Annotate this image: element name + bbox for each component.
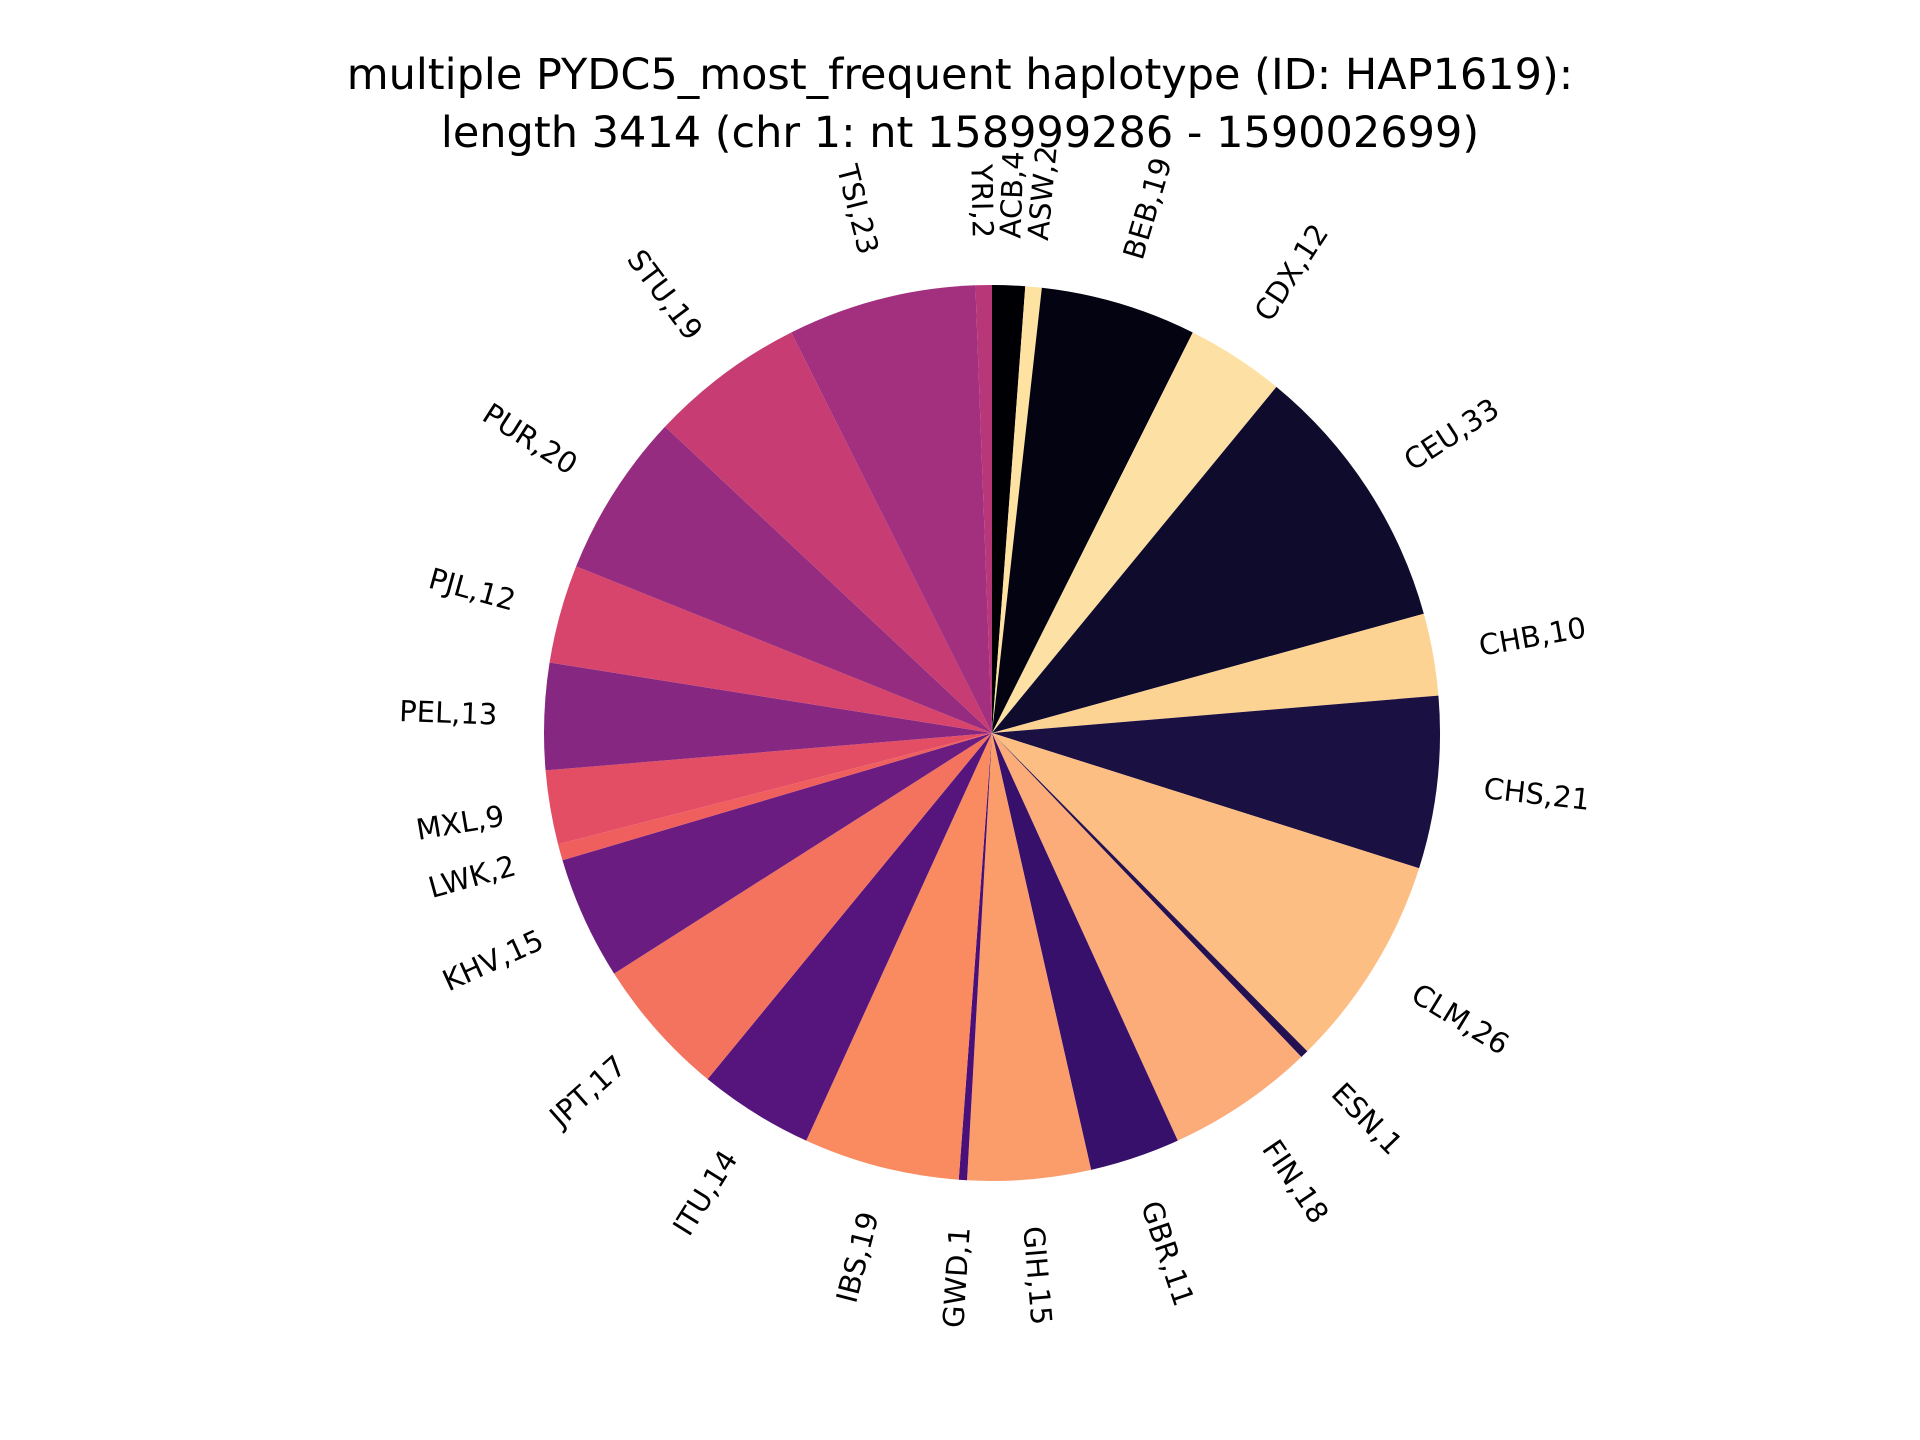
chart-title: multiple PYDC5_most_frequent haplotype (…: [0, 46, 1920, 162]
slice-label-clm: CLM,26: [1406, 977, 1516, 1062]
pie-slice-stu: [665, 332, 992, 733]
pie-slice-pjl: [549, 566, 992, 733]
pie-slice-clm: [992, 733, 1420, 1052]
slice-label-pur: PUR,20: [477, 396, 584, 481]
slice-label-pjl: PJL,12: [425, 561, 519, 617]
slice-label-fin: FIN,18: [1255, 1133, 1335, 1229]
slice-label-ibs: IBS,19: [830, 1208, 886, 1306]
slice-label-cdx: CDX,12: [1247, 218, 1335, 328]
slice-label-khv: KHV,15: [437, 923, 548, 998]
pie-slices: [544, 285, 1440, 1181]
pie-slice-esn: [992, 733, 1308, 1058]
chart-title-line-2: length 3414 (chr 1: nt 158999286 - 15900…: [440, 108, 1480, 158]
pie-slice-gwd: [958, 733, 992, 1181]
pie-slice-chb: [992, 613, 1439, 733]
slice-label-mxl: MXL,9: [414, 799, 507, 847]
chart-title-line-1: multiple PYDC5_most_frequent haplotype (…: [346, 50, 1574, 100]
slice-label-gbr: GBR,11: [1134, 1197, 1201, 1311]
slice-label-chs: CHS,21: [1482, 771, 1592, 817]
pie-slice-asw: [992, 286, 1042, 733]
pie-slice-ibs: [806, 733, 992, 1180]
pie-slice-gbr: [992, 733, 1178, 1170]
pie-slice-pur: [576, 426, 992, 733]
slice-label-gwd: GWD,1: [936, 1226, 977, 1329]
pie-slice-ceu: [992, 386, 1424, 733]
slice-label-pel: PEL,13: [399, 694, 498, 732]
slice-label-esn: ESN,1: [1325, 1076, 1409, 1161]
slice-label-beb: BEB,19: [1116, 154, 1178, 264]
pie-slice-mxl: [545, 733, 992, 845]
slice-label-jpt: JPT,17: [541, 1049, 632, 1135]
pie-slice-tsi: [791, 285, 992, 733]
pie-slice-itu: [707, 733, 992, 1141]
pie-slice-cdx: [992, 332, 1277, 733]
pie-slice-fin: [992, 733, 1302, 1141]
pie-slice-chs: [992, 695, 1440, 869]
pie-slice-lwk: [558, 733, 992, 861]
slice-label-gih: GIH,15: [1016, 1225, 1058, 1326]
slice-label-itu: ITU,14: [666, 1144, 744, 1241]
slice-label-stu: STU,19: [620, 243, 709, 346]
pie-slice-gih: [967, 733, 1092, 1181]
pie-slice-khv: [562, 733, 992, 974]
slice-label-tsi: TSI,23: [830, 160, 886, 257]
pie-slice-pel: [544, 662, 992, 771]
pie-slice-yri: [975, 285, 992, 733]
slice-label-ceu: CEU,33: [1398, 391, 1505, 477]
pie-slice-jpt: [614, 733, 992, 1080]
slice-label-chb: CHB,10: [1476, 610, 1588, 662]
slice-label-acb: ACB,4: [993, 151, 1030, 239]
slice-label-yri: YRI,2: [964, 163, 999, 239]
pie-slice-acb: [992, 285, 1026, 733]
slice-label-lwk: LWK,2: [425, 848, 520, 904]
pie-slice-beb: [992, 287, 1193, 733]
